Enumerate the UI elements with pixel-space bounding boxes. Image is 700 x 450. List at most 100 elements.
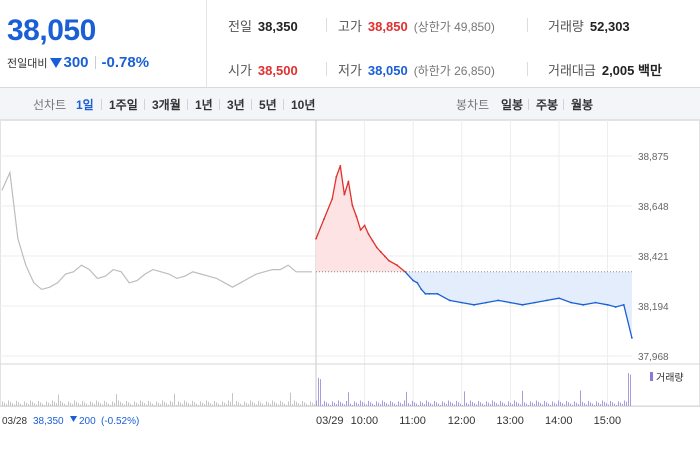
volume-bar [348,392,349,406]
volume-bar [286,405,287,406]
volume-bar [308,405,309,406]
period-3y[interactable]: 3년 [227,98,245,112]
price-chart: 38,875 38,648 38,421 38,194 37,968 거래량 03/29… [0,120,700,427]
area-down [405,271,632,338]
candle-daily[interactable]: 일봉 [501,98,524,112]
y-tick-label: 38,875 [638,152,669,163]
line-down [404,271,633,339]
volume-chart: 거래량 [0,363,700,407]
period-1w[interactable]: 1주일 [109,98,138,112]
prev-day-line [1,170,312,291]
volume-bar [610,400,611,406]
volume-bar [198,405,199,406]
volume-bar [492,400,493,406]
volume-bar [266,401,267,406]
x-tick-label: 13:00 [496,415,524,427]
volume-bar [576,402,577,406]
volume-bar [446,404,447,406]
data-point [570,301,573,304]
volume-bar [590,402,591,406]
volume-bar [48,402,49,406]
line-up [315,165,406,272]
volume-bar [20,403,21,406]
volume-bar [398,401,399,406]
volume-bar [360,400,361,406]
volume-bar [386,403,387,406]
volume-bar [132,405,133,406]
prev-day-series [1,170,312,291]
period-1d[interactable]: 1일 [76,98,94,112]
stat-label: 시가 [228,63,252,78]
volume-bar [324,400,325,406]
period-1y[interactable]: 1년 [195,98,213,112]
stat-note: (상한가 49,850) [413,20,495,34]
volume-bar [226,404,227,406]
chart-toolbar: 선차트 1일 1주일 3개월 1년 3년 5년 10년 봉차트 일봉 주봉 월봉 [0,88,700,120]
volume-bar [36,404,37,406]
volume-bar [194,402,195,406]
volume-bar [616,405,617,406]
volume-bar [374,405,375,406]
period-5y[interactable]: 5년 [259,98,277,112]
volume-bar [62,402,63,406]
candle-weekly[interactable]: 주봉 [536,98,559,112]
data-point [428,292,431,295]
volume-bar [404,400,405,406]
y-tick-label: 38,648 [638,202,669,213]
volume-bar [596,401,597,406]
volume-bar [542,404,543,406]
volume-bar [564,404,565,406]
volume-bar [330,405,331,406]
stat-open: 시가 38,500 [228,60,298,79]
volume-bar [164,401,165,406]
volume-bar [434,400,435,406]
volume-bar [264,405,265,406]
volume-bar [588,400,589,406]
volume-bar [440,405,441,406]
divider [283,99,284,110]
volume-bar [208,401,209,406]
volume-bar [224,402,225,406]
candle-monthly[interactable]: 월봉 [571,98,594,112]
stat-low: 저가 38,050 (하한가 26,850) [338,60,495,79]
stat-volume: 거래량 52,303 [548,16,630,35]
volume-bar [42,403,43,406]
change-label: 전일대비 [7,57,48,70]
volume-bar [296,401,297,406]
change-amount: 300 [63,54,89,71]
x-tick-label: 12:00 [448,415,476,427]
volume-bar [478,400,479,406]
volume-bar [114,402,115,406]
volume-bar [120,401,121,406]
volume-bar [294,400,295,406]
data-point [396,264,398,267]
volume-bar [512,404,513,406]
period-10y[interactable]: 10년 [291,98,316,112]
volume-bar [498,404,499,406]
volume-bar [24,401,25,406]
volume-bar [378,402,379,406]
volume-bar [496,403,497,406]
volume-bar [90,401,91,406]
volume-bar [366,404,367,406]
volume-bar [204,404,205,406]
volume-bar [268,402,269,406]
volume-bar [270,404,271,406]
data-point [594,301,597,304]
divider [144,99,145,110]
volume-bar [128,402,129,406]
x-tick-label: 10:00 [351,415,379,427]
period-3m[interactable]: 3개월 [152,98,181,112]
volume-bar [602,400,603,406]
volume-bar [484,405,485,406]
quote-header: 38,050 전일대비 300 -0.78% 전일 38,350 고가 38,8… [0,0,700,88]
volume-bar [274,401,275,406]
volume-bar [254,403,255,406]
volume-bar [482,403,483,406]
volume-bar [156,401,157,406]
volume-bar [182,404,183,406]
volume-bar [314,404,315,406]
volume-bar [80,404,81,406]
volume-bar [82,400,83,406]
volume-bar [242,405,243,406]
